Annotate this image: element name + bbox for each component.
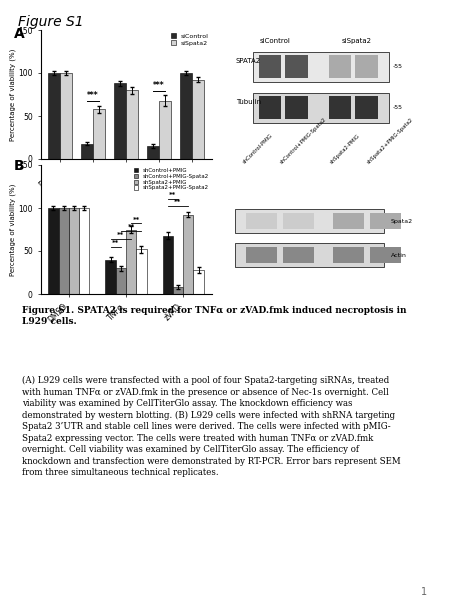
Y-axis label: Percentage of viability (%): Percentage of viability (%) <box>9 184 16 275</box>
Bar <box>194 270 204 294</box>
Text: **: ** <box>117 232 125 238</box>
Text: Figure S1. SPATA2 is required for TNFα or zVAD.fmk induced necroptosis in
L929 c: Figure S1. SPATA2 is required for TNFα o… <box>22 306 407 326</box>
Text: shControl+PMIG-Spata2: shControl+PMIG-Spata2 <box>279 116 328 165</box>
Text: **: ** <box>112 240 119 246</box>
Bar <box>328 55 351 78</box>
Text: Spata2: Spata2 <box>391 218 413 224</box>
Text: A: A <box>14 27 24 41</box>
Text: **: ** <box>133 217 140 223</box>
Text: (A) L929 cells were transfected with a pool of four Spata2-targeting siRNAs, tre: (A) L929 cells were transfected with a p… <box>22 376 401 477</box>
Text: SPATA2: SPATA2 <box>236 58 261 64</box>
Bar <box>48 208 58 294</box>
Bar <box>105 260 116 294</box>
Bar <box>126 229 136 294</box>
Y-axis label: Percentage of viability (%): Percentage of viability (%) <box>9 49 16 140</box>
Legend: siControl, siSpata2: siControl, siSpata2 <box>171 33 208 46</box>
Bar <box>192 80 204 159</box>
Text: 1: 1 <box>421 587 428 597</box>
Bar <box>355 55 378 78</box>
Text: siControl: siControl <box>260 38 291 44</box>
Bar <box>333 247 364 263</box>
Text: **: ** <box>169 191 176 197</box>
Bar <box>69 208 79 294</box>
Bar <box>246 213 277 229</box>
Bar <box>235 209 384 233</box>
Bar <box>183 215 194 294</box>
Bar <box>283 247 314 263</box>
Bar <box>159 101 171 159</box>
Legend: shControl+PMIG, shControl+PMIG-Spata2, shSpata2+PMIG, shSpata2+PMIG-Spata2: shControl+PMIG, shControl+PMIG-Spata2, s… <box>134 168 209 191</box>
Text: ***: *** <box>87 91 99 100</box>
Text: **: ** <box>175 199 182 205</box>
Bar <box>235 243 384 267</box>
Bar <box>136 249 147 294</box>
Bar <box>328 97 351 119</box>
Bar <box>116 268 126 294</box>
Text: shControl-PMIG: shControl-PMIG <box>242 133 274 165</box>
Bar <box>93 109 105 159</box>
Bar <box>355 97 378 119</box>
Bar <box>79 208 90 294</box>
Bar <box>114 83 126 159</box>
Bar <box>126 90 138 159</box>
Bar <box>246 247 277 263</box>
Bar <box>259 97 281 119</box>
Bar <box>259 55 281 78</box>
Bar <box>147 146 159 159</box>
Bar <box>253 52 389 82</box>
Bar <box>333 213 364 229</box>
Text: ***: *** <box>153 81 165 90</box>
Text: shSpata2-PMIG: shSpata2-PMIG <box>329 133 361 165</box>
Text: shSpata2+PMIG-Spata2: shSpata2+PMIG-Spata2 <box>366 117 414 165</box>
Bar <box>283 213 314 229</box>
Bar <box>370 247 401 263</box>
Text: Figure S1: Figure S1 <box>18 15 84 29</box>
Text: siSpata2: siSpata2 <box>342 38 372 44</box>
Bar <box>370 213 401 229</box>
Text: Actin: Actin <box>391 253 406 257</box>
Bar <box>180 73 192 159</box>
Bar <box>162 236 173 294</box>
Bar <box>58 208 69 294</box>
Bar <box>60 73 72 159</box>
Bar <box>81 143 93 159</box>
Bar <box>285 55 308 78</box>
Bar <box>253 93 389 122</box>
Text: -55: -55 <box>393 106 403 110</box>
Text: -55: -55 <box>393 64 403 69</box>
Bar <box>285 97 308 119</box>
Text: B: B <box>14 159 24 173</box>
Bar <box>173 287 183 294</box>
Text: Tubulin: Tubulin <box>236 99 261 105</box>
Bar <box>48 73 60 159</box>
Text: **: ** <box>127 224 135 230</box>
